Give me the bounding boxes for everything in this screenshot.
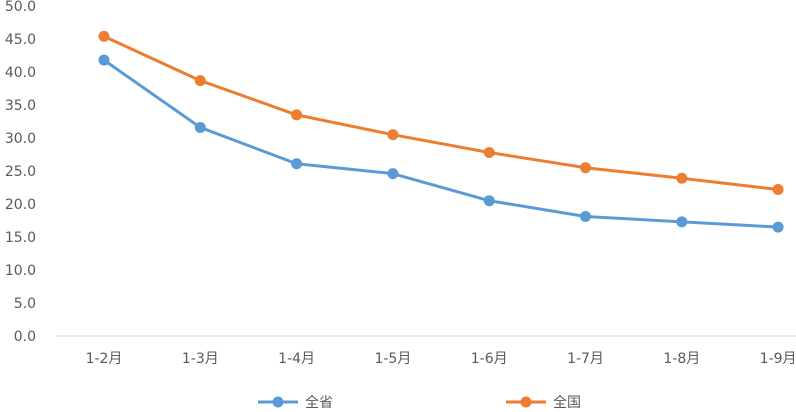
y-tick-label: 40.0: [5, 65, 36, 81]
legend-swatch-marker: [520, 396, 532, 408]
data-point: [387, 168, 399, 180]
data-point: [387, 129, 399, 141]
x-tick-label: 1-2月: [86, 351, 123, 367]
x-tick-label: 1-3月: [182, 351, 219, 367]
data-point: [772, 183, 784, 195]
y-tick-label: 35.0: [5, 98, 36, 114]
data-point: [291, 109, 303, 121]
x-axis-labels: 1-2月 1-3月 1-4月 1-5月 1-6月 1-7月 1-8月 1-9月: [86, 351, 796, 367]
legend-item: 全国: [506, 394, 581, 411]
x-tick-label: 1-9月: [760, 351, 796, 367]
legend-item: 全省: [258, 394, 333, 411]
series-layer: [98, 30, 784, 233]
y-tick-label: 5.0: [14, 296, 36, 312]
data-point: [676, 216, 688, 228]
y-tick-label: 45.0: [5, 32, 36, 48]
data-point: [483, 147, 495, 159]
series-line: [102, 58, 780, 229]
data-point: [772, 221, 784, 233]
y-tick-label: 20.0: [5, 197, 36, 213]
x-tick-label: 1-6月: [471, 351, 508, 367]
x-tick-label: 1-7月: [567, 351, 604, 367]
y-tick-label: 50.0: [5, 0, 36, 15]
y-tick-label: 10.0: [5, 263, 36, 279]
series-1: [98, 54, 784, 233]
x-tick-label: 1-4月: [278, 351, 315, 367]
legend-label: 全国: [553, 394, 581, 408]
y-tick-label: 0.0: [14, 329, 36, 345]
legend-swatch-marker: [272, 396, 284, 408]
series-2: [98, 30, 784, 195]
legend-label: 全省: [305, 394, 333, 408]
data-point: [291, 158, 303, 170]
x-tick-label: 1-8月: [663, 351, 700, 367]
data-point: [194, 75, 206, 87]
data-point: [580, 211, 591, 223]
data-point: [676, 172, 688, 184]
data-point: [483, 195, 495, 207]
x-tick-label: 1-5月: [374, 351, 411, 367]
y-tick-label: 30.0: [5, 131, 36, 147]
y-tick-label: 15.0: [5, 230, 36, 246]
data-point: [580, 162, 591, 174]
data-point: [98, 54, 110, 66]
data-point: [194, 121, 206, 133]
legend: 全省 全国: [258, 394, 581, 411]
data-point: [98, 30, 110, 42]
series-line: [102, 34, 780, 191]
y-tick-label: 25.0: [5, 164, 36, 180]
y-axis-labels: 0.0 5.0 10.0 15.0 20.0 25.0 30.0 35.0 40.0 45.0 50…: [5, 0, 36, 345]
